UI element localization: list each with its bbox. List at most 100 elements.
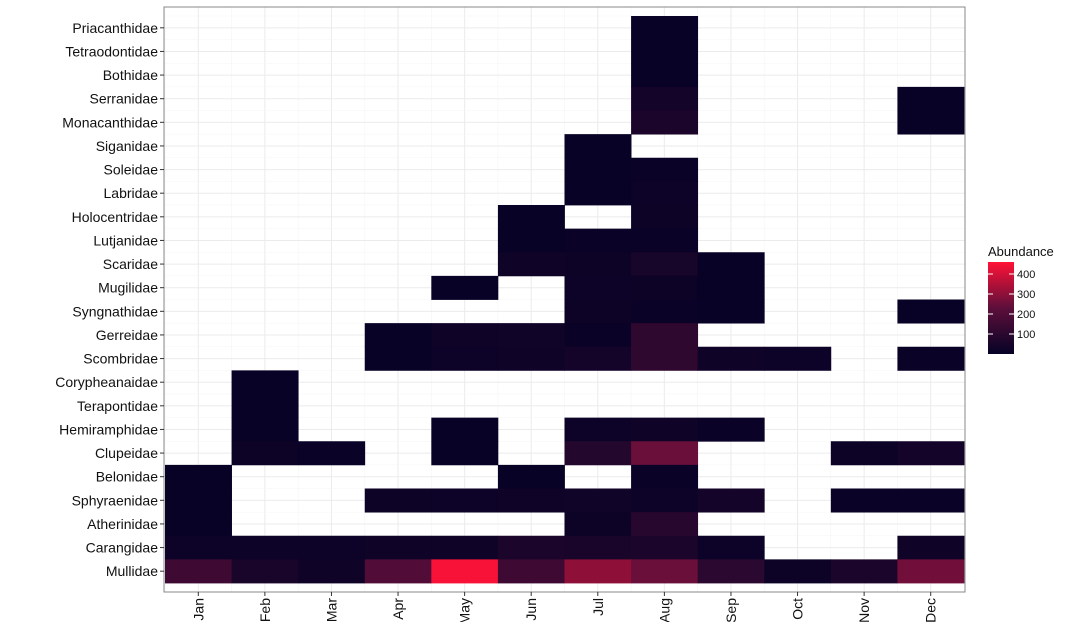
legend: Abundance 100 200 300 400 <box>988 244 1054 354</box>
heatmap-cell <box>697 559 765 584</box>
y-tick-label: Gerreidae <box>96 327 158 343</box>
heatmap-cell <box>897 346 965 371</box>
heatmap-cell <box>697 535 765 560</box>
heatmap-cell <box>231 559 299 584</box>
heatmap-cell <box>364 323 432 348</box>
x-tick-label: Aug <box>656 598 672 622</box>
heatmap-cell <box>897 535 965 560</box>
y-tick-label: Hemiramphidae <box>59 421 158 437</box>
heatmap-cell <box>165 559 232 584</box>
y-tick-label: Terapontidae <box>77 398 158 414</box>
y-tick-label: Priacanthidae <box>72 20 158 36</box>
y-tick-label: Monacanthidae <box>62 114 158 130</box>
heatmap-cell <box>298 559 366 584</box>
heatmap-cell <box>631 299 699 324</box>
y-tick-label: Sphyraenidae <box>72 492 159 508</box>
heatmap-cell <box>631 110 699 135</box>
heatmap-cell <box>564 299 632 324</box>
heatmap-cell <box>897 441 965 466</box>
heatmap-cell <box>497 252 565 277</box>
y-tick-label: Mugilidae <box>98 280 158 296</box>
heatmap-cell <box>564 275 632 300</box>
x-tick-label: Jan <box>190 598 206 621</box>
legend-colorbar <box>988 262 1014 354</box>
heatmap-cell <box>231 441 299 466</box>
x-tick-label: Apr <box>390 598 406 620</box>
heatmap-cell <box>497 535 565 560</box>
heatmap-cell <box>564 157 632 182</box>
heatmap-cell <box>631 559 699 584</box>
heatmap-cell <box>165 464 232 489</box>
heatmap-cell <box>631 181 699 206</box>
heatmap-cell <box>564 323 632 348</box>
x-tick-label: Feb <box>257 598 273 622</box>
heatmap-cell <box>631 275 699 300</box>
heatmap-cell <box>231 535 299 560</box>
y-tick-label: Labridae <box>104 185 159 201</box>
heatmap-cell <box>497 464 565 489</box>
heatmap-cell <box>830 441 898 466</box>
heatmap-cell <box>564 417 632 442</box>
heatmap-cell <box>497 346 565 371</box>
legend-tick-label: 200 <box>1017 309 1035 321</box>
heatmap-cell <box>631 512 699 537</box>
y-tick-label: Corypheanaidae <box>55 374 158 390</box>
heatmap-cell <box>631 157 699 182</box>
x-axis: Jan Feb Mar Apr May Jun Jul Aug Sep Oct Nov Dec <box>190 592 939 622</box>
heatmap-cell <box>298 441 366 466</box>
heatmap-cell <box>431 275 499 300</box>
heatmap-cell <box>497 488 565 513</box>
heatmap-cell <box>564 535 632 560</box>
heatmap-cell <box>697 252 765 277</box>
panel-border <box>163 6 966 593</box>
heatmap-cell <box>497 559 565 584</box>
heatmap-cell <box>897 299 965 324</box>
heatmap-cell <box>564 181 632 206</box>
heatmap-cell <box>631 488 699 513</box>
y-tick-label: Carangidae <box>86 540 159 556</box>
heatmap-cell <box>364 535 432 560</box>
y-tick-label: Clupeidae <box>95 445 158 461</box>
legend-tick-label: 300 <box>1017 289 1035 301</box>
heatmap-cell <box>631 252 699 277</box>
legend-tick-label: 100 <box>1017 329 1035 341</box>
heatmap-cell <box>830 559 898 584</box>
y-tick-label: Bothidae <box>103 67 158 83</box>
heatmap-cell <box>697 488 765 513</box>
heatmap-cell <box>431 417 499 442</box>
x-tick-label: Dec <box>923 598 939 622</box>
heatmap-cell <box>564 346 632 371</box>
heatmap-cells <box>165 16 965 584</box>
heatmap-cell <box>897 559 965 584</box>
heatmap-cell <box>631 323 699 348</box>
x-tick-label: Jul <box>590 598 606 616</box>
heatmap-cell <box>564 441 632 466</box>
heatmap-cell <box>564 134 632 159</box>
heatmap-cell <box>431 535 499 560</box>
y-tick-label: Belonidae <box>96 469 158 485</box>
heatmap-cell <box>564 488 632 513</box>
heatmap-cell <box>631 464 699 489</box>
heatmap-cell <box>497 323 565 348</box>
y-tick-label: Scaridae <box>103 256 158 272</box>
x-tick-label: May <box>457 598 473 622</box>
heatmap-cell <box>431 323 499 348</box>
heatmap-cell <box>631 16 699 41</box>
heatmap-cell <box>631 417 699 442</box>
heatmap-cell <box>364 346 432 371</box>
heatmap-cell <box>897 488 965 513</box>
heatmap-cell <box>231 394 299 419</box>
y-tick-label: Siganidae <box>96 138 158 154</box>
heatmap-cell <box>631 39 699 64</box>
x-tick-label: Sep <box>723 598 739 622</box>
heatmap-cell <box>631 346 699 371</box>
legend-title: Abundance <box>988 244 1054 259</box>
x-tick-label: Oct <box>790 598 806 620</box>
heatmap-cell <box>697 275 765 300</box>
heatmap-cell <box>364 488 432 513</box>
y-tick-label: Atherinidae <box>87 516 158 532</box>
y-tick-label: Lutjanidae <box>93 232 158 248</box>
heatmap-cell <box>431 441 499 466</box>
heatmap-cell <box>431 488 499 513</box>
